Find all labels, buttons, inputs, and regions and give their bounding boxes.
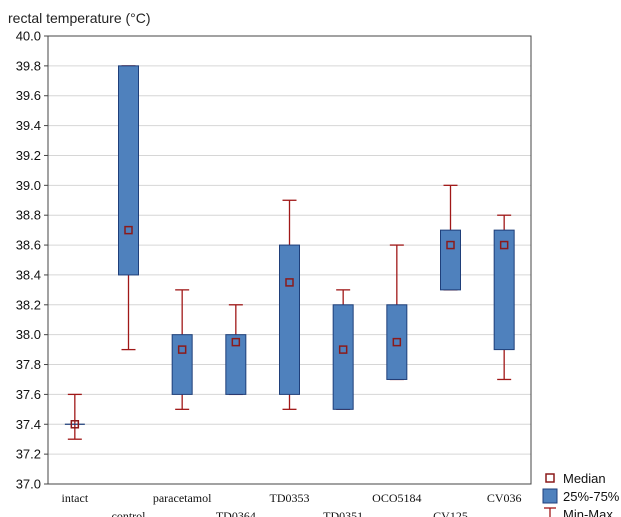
x-tick-label-cv036: CV036 (487, 491, 522, 505)
median-marker (177, 345, 187, 354)
box-control (118, 65, 139, 351)
y-tick-label: 39.2 (16, 148, 41, 163)
x-tick-label-paracetamol: paracetamol (153, 491, 212, 505)
median-marker (499, 240, 509, 250)
iqr-box (118, 65, 139, 276)
y-tick-label: 39.6 (16, 88, 41, 103)
median-marker (70, 420, 80, 429)
x-tick-label-oco5184: OCO5184 (372, 491, 421, 505)
box-intact (64, 393, 85, 440)
x-tick-label-intact: intact (62, 491, 89, 505)
iqr-box (440, 229, 461, 291)
y-tick-label: 38.8 (16, 208, 41, 223)
x-tick-label-cv125: CV125 (433, 509, 468, 517)
y-tick-label: 37.4 (16, 417, 41, 432)
iqr-box (493, 229, 515, 351)
median-marker (285, 278, 294, 287)
x-axis-ticks: intact control paracetamol TD0364 TD0353 TD03… (62, 491, 522, 517)
box-td0364 (225, 304, 247, 396)
iqr-box (386, 304, 408, 380)
legend-box-symbol (542, 488, 558, 504)
median-marker (124, 225, 133, 235)
y-tick-label: 38.2 (16, 297, 41, 312)
y-tick-label: 39.0 (16, 178, 41, 193)
box-cv125 (440, 184, 461, 291)
iqr-box (332, 304, 354, 410)
x-tick-label-td0353: TD0353 (270, 491, 310, 505)
x-tick-label-td0351: TD0351 (323, 509, 363, 517)
median-marker (446, 240, 455, 250)
box-td0353 (279, 199, 300, 410)
y-tick-label: 39.4 (16, 118, 41, 133)
y-axis-ticks: 37.0 37.2 37.4 37.6 37.8 38.0 38.2 38.4 38.6 38.8… (16, 29, 48, 492)
y-tick-label: 38.4 (16, 267, 41, 282)
box-cv036 (493, 214, 515, 381)
legend-median-symbol (545, 473, 555, 483)
median-marker (338, 345, 348, 354)
box-paracetamol (171, 289, 193, 410)
y-tick-label: 37.6 (16, 387, 41, 402)
iqr-box (171, 334, 193, 395)
y-tick-label: 37.2 (16, 447, 41, 462)
legend: Median 25%-75% Min-Max (542, 471, 620, 517)
legend-label-median: Median (563, 471, 606, 486)
x-tick-label-td0364: TD0364 (216, 509, 256, 517)
y-tick-label: 40.0 (16, 29, 41, 44)
y-axis-label: rectal temperature (°C) (8, 10, 151, 26)
box-td0351 (332, 289, 354, 410)
box-oco5184 (386, 244, 408, 381)
y-tick-label: 38.6 (16, 238, 41, 253)
boxes (64, 65, 515, 440)
y-tick-label: 37.0 (16, 477, 41, 492)
y-tick-label: 37.8 (16, 357, 41, 372)
legend-label-box: 25%-75% (563, 489, 620, 504)
median-marker (392, 337, 402, 347)
legend-label-whisker: Min-Max (563, 507, 613, 517)
y-tick-label: 39.8 (16, 58, 41, 73)
x-tick-label-control: control (112, 509, 147, 517)
y-tick-label: 38.0 (16, 327, 41, 342)
iqr-box (279, 244, 300, 395)
iqr-box (225, 334, 247, 395)
median-marker (231, 337, 241, 347)
plot-frame (47, 35, 532, 485)
